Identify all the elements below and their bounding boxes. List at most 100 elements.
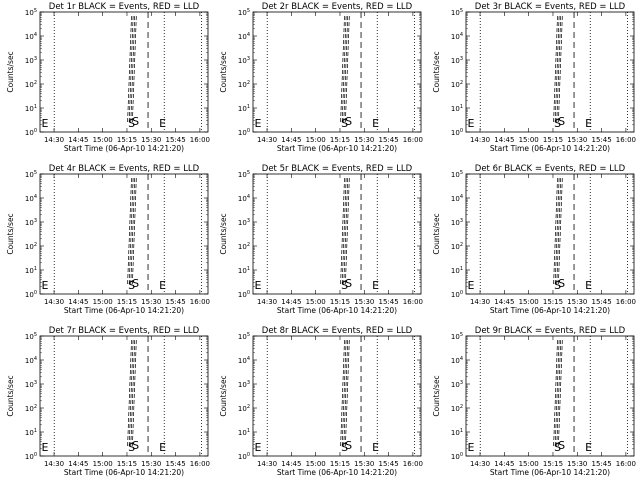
x-tick-label: 14:45 [494, 136, 514, 144]
y-tick-label: 103 [451, 56, 463, 65]
x-tick-label: 14:45 [281, 136, 301, 144]
x-tick-label: 16:00 [616, 136, 636, 144]
x-tick-label: 15:15 [543, 298, 563, 306]
y-tick-label: 103 [25, 218, 37, 227]
x-tick-label: 14:30 [470, 298, 490, 306]
x-tick-label: 15:30 [141, 136, 161, 144]
plot-frame [252, 335, 422, 457]
start-marker: S [558, 277, 565, 290]
x-tick-label: 16:00 [190, 460, 210, 468]
x-tick-label: 15:30 [567, 460, 587, 468]
x-axis-label: Start Time (06-Apr-10 14:21:20) [277, 468, 397, 477]
x-axis-label: Start Time (06-Apr-10 14:21:20) [64, 144, 184, 153]
y-tick-label: 100 [451, 452, 463, 461]
y-tick-label: 103 [25, 380, 37, 389]
event-burst-line [554, 13, 560, 123]
x-tick-label: 16:00 [403, 298, 423, 306]
start-marker: S [341, 279, 348, 292]
x-axis-label: Start Time (06-Apr-10 14:21:20) [64, 468, 184, 477]
x-tick-label: 15:15 [117, 460, 137, 468]
panel-title: Det 5r BLACK = Events, RED = LLD [262, 164, 413, 174]
y-tick-label: 104 [238, 194, 250, 203]
y-tick-label: 103 [25, 56, 37, 65]
start-marker: S [128, 279, 135, 292]
x-tick-label: 15:45 [591, 298, 611, 306]
y-tick-label: 100 [451, 290, 463, 299]
y-tick-label: 100 [25, 290, 37, 299]
y-tick-label: 103 [238, 218, 250, 227]
y-tick-label: 101 [238, 266, 250, 275]
start-marker: S [132, 439, 139, 452]
y-tick-label: 104 [451, 32, 463, 41]
y-tick-label: 102 [451, 242, 463, 251]
detector-panel: Det 3r BLACK = Events, RED = LLD 100 101 10… [432, 2, 636, 153]
y-tick-label: 102 [238, 242, 250, 251]
end-marker: E [468, 441, 475, 454]
end-marker: E [468, 117, 475, 130]
panel-title: Det 3r BLACK = Events, RED = LLD [475, 2, 626, 12]
event-burst-line [553, 175, 558, 285]
event-burst-line [127, 337, 132, 447]
start-marker: S [132, 115, 139, 128]
x-tick-label: 14:45 [68, 136, 88, 144]
x-tick-label: 15:00 [93, 460, 113, 468]
y-tick-label: 105 [238, 332, 250, 341]
x-tick-label: 15:45 [165, 460, 185, 468]
x-tick-label: 15:00 [519, 460, 539, 468]
event-burst-line [558, 175, 563, 285]
y-tick-label: 102 [238, 80, 250, 89]
y-tick-label: 101 [25, 104, 37, 113]
end-marker: E [42, 441, 49, 454]
x-tick-label: 15:45 [591, 136, 611, 144]
y-tick-label: 102 [25, 80, 37, 89]
y-tick-label: 101 [451, 104, 463, 113]
y-tick-label: 101 [238, 428, 250, 437]
end-marker: E [372, 441, 379, 454]
x-tick-label: 15:15 [117, 298, 137, 306]
y-tick-label: 105 [238, 170, 250, 179]
event-burst-line [553, 13, 558, 123]
event-burst-line [130, 337, 136, 447]
detector-panel: Det 1r BLACK = Events, RED = LLD 100 101 10… [6, 2, 210, 153]
event-burst-line [558, 337, 563, 447]
y-tick-label: 105 [451, 332, 463, 341]
y-tick-label: 104 [25, 32, 37, 41]
start-marker: S [345, 115, 352, 128]
y-tick-label: 105 [25, 332, 37, 341]
panel-title: Det 4r BLACK = Events, RED = LLD [49, 164, 200, 174]
x-tick-label: 15:00 [306, 298, 326, 306]
start-marker: S [341, 117, 348, 130]
start-marker: S [558, 115, 565, 128]
y-tick-label: 102 [25, 242, 37, 251]
start-marker: S [345, 277, 352, 290]
plot-frame [465, 335, 635, 457]
x-tick-label: 16:00 [403, 136, 423, 144]
x-tick-label: 14:45 [281, 298, 301, 306]
x-axis-label: Start Time (06-Apr-10 14:21:20) [277, 306, 397, 315]
start-marker: S [128, 117, 135, 130]
x-tick-label: 14:30 [257, 460, 277, 468]
y-axis-label: Counts/sec [6, 213, 15, 254]
x-tick-label: 15:15 [543, 460, 563, 468]
y-tick-label: 105 [238, 8, 250, 17]
x-tick-label: 15:45 [378, 298, 398, 306]
detector-panel: Det 8r BLACK = Events, RED = LLD 100 101 10… [219, 326, 423, 477]
event-burst-line [554, 337, 560, 447]
start-marker: S [558, 439, 565, 452]
x-tick-label: 15:30 [354, 298, 374, 306]
end-marker: E [372, 279, 379, 292]
x-tick-label: 14:30 [470, 136, 490, 144]
start-marker: S [554, 117, 561, 130]
x-tick-label: 15:15 [330, 298, 350, 306]
event-burst-line [132, 175, 137, 285]
x-axis-label: Start Time (06-Apr-10 14:21:20) [490, 468, 610, 477]
x-tick-label: 15:00 [93, 136, 113, 144]
x-tick-label: 15:15 [117, 136, 137, 144]
event-burst-line [128, 337, 134, 447]
event-burst-line [343, 337, 349, 447]
panel-title: Det 6r BLACK = Events, RED = LLD [475, 164, 626, 174]
y-tick-label: 101 [25, 428, 37, 437]
x-axis-label: Start Time (06-Apr-10 14:21:20) [277, 144, 397, 153]
plot-frame [39, 173, 209, 295]
event-burst-line [340, 13, 345, 123]
